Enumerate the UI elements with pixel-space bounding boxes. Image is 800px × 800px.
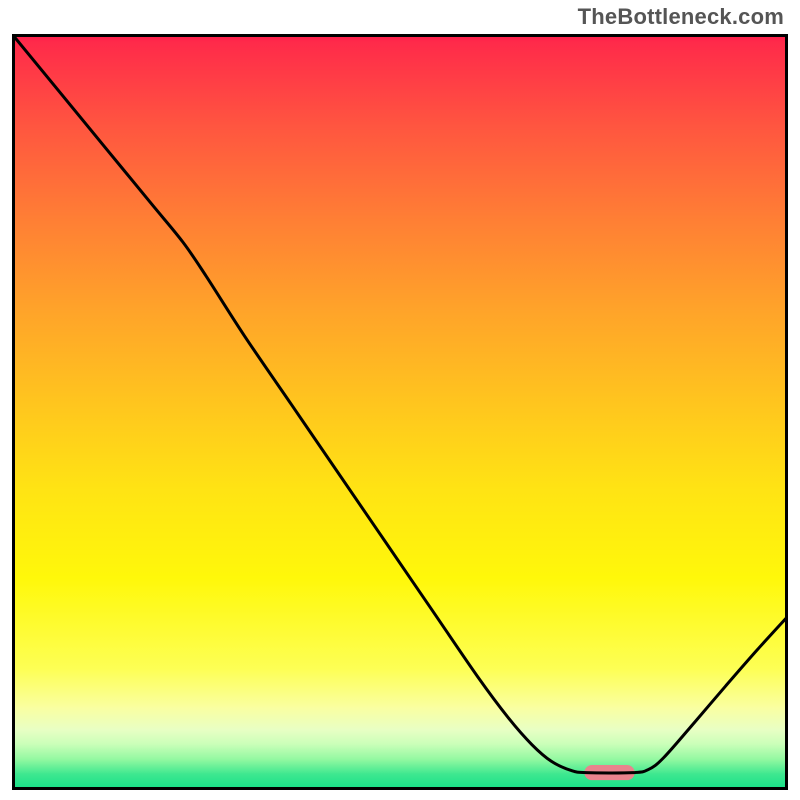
watermark-text: TheBottleneck.com [578,4,784,30]
chart-area [12,34,788,790]
bottleneck-chart [12,34,788,790]
